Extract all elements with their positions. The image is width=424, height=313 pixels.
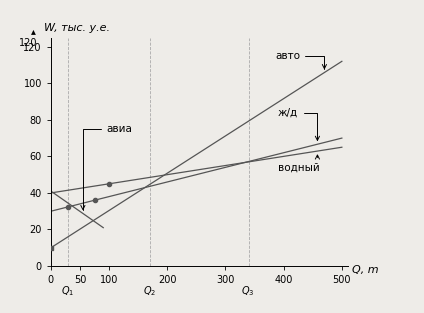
Text: ж/д: ж/д xyxy=(278,107,320,140)
Text: авиа: авиа xyxy=(81,124,132,210)
Text: 120: 120 xyxy=(19,38,37,48)
Text: авто: авто xyxy=(275,51,326,69)
Text: W, тыс. у.е.: W, тыс. у.е. xyxy=(44,23,110,33)
Text: водный: водный xyxy=(278,155,320,172)
Text: $Q_2$: $Q_2$ xyxy=(142,284,156,298)
Text: $Q_3$: $Q_3$ xyxy=(241,284,255,298)
Text: Q, m: Q, m xyxy=(352,265,379,275)
Text: $\blacktriangle$: $\blacktriangle$ xyxy=(30,27,37,37)
Text: $Q_1$: $Q_1$ xyxy=(61,284,74,298)
